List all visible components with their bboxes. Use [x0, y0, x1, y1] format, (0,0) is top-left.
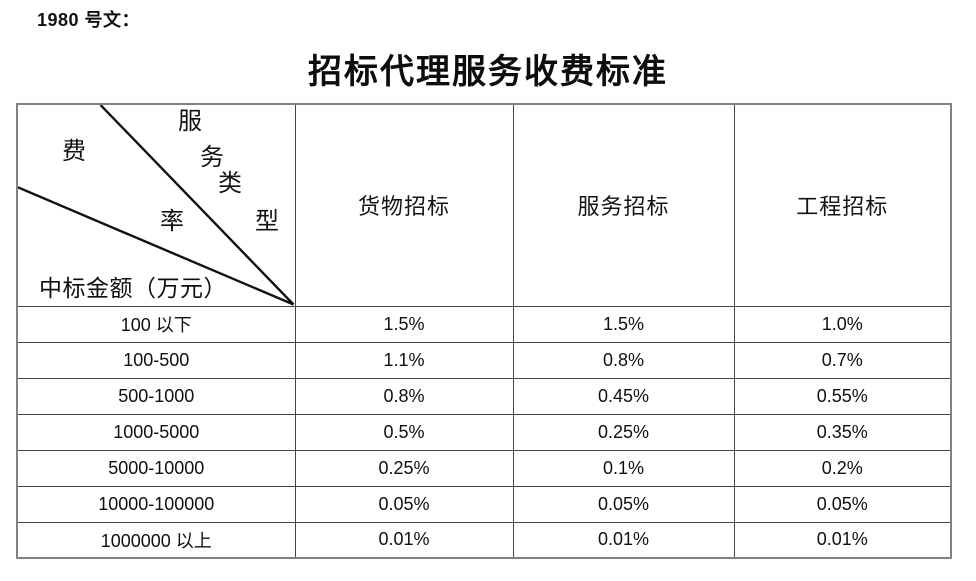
row-label-cell: 10000-100000 — [16, 485, 296, 523]
table-corner-cell: 服 务 类 型 费 率 中标金额（万元） — [16, 103, 296, 307]
corner-service-type-char: 务 — [200, 145, 224, 171]
table-row: 5000-10000 0.25% 0.1% 0.2% — [16, 449, 952, 487]
table-cell: 0.35% — [733, 413, 952, 451]
table-cell: 0.05% — [512, 485, 735, 523]
doc-number-label: 1980 号文： — [37, 10, 141, 30]
corner-amount-label: 中标金额（万元） — [39, 276, 227, 301]
table-cell: 0.45% — [512, 377, 735, 415]
corner-fee-rate-char: 率 — [160, 209, 184, 235]
table-cell: 1.1% — [294, 341, 514, 379]
table-cell: 1.5% — [294, 305, 514, 343]
table-cell: 0.01% — [512, 521, 735, 559]
table-cell: 0.01% — [733, 521, 952, 559]
table-cell: 0.8% — [294, 377, 514, 415]
row-label-cell: 500-1000 — [16, 377, 296, 415]
table-cell: 0.2% — [733, 449, 952, 487]
table-header-row: 服 务 类 型 费 率 中标金额（万元） 货物招标 服务招标 工程招标 — [16, 103, 952, 307]
table-row: 1000-5000 0.5% 0.25% 0.35% — [16, 413, 952, 451]
table-row: 100 以下 1.5% 1.5% 1.0% — [16, 305, 952, 343]
table-cell: 0.7% — [733, 341, 952, 379]
table-cell: 0.55% — [733, 377, 952, 415]
table-cell: 0.1% — [512, 449, 735, 487]
corner-fee-rate-char: 费 — [62, 139, 86, 165]
table-cell: 0.25% — [294, 449, 514, 487]
row-label-cell: 1000000 以上 — [16, 521, 296, 559]
row-label-cell: 100 以下 — [16, 305, 296, 343]
corner-service-type-char: 类 — [218, 171, 242, 197]
table-cell: 0.8% — [512, 341, 735, 379]
page-title: 招标代理服务收费标准 — [308, 54, 668, 91]
table-row: 500-1000 0.8% 0.45% 0.55% — [16, 377, 952, 415]
fee-table: 服 务 类 型 费 率 中标金额（万元） 货物招标 服务招标 工程招标 100 … — [16, 103, 952, 559]
table-cell: 0.01% — [294, 521, 514, 559]
column-header-works-bidding: 工程招标 — [733, 103, 952, 307]
row-label-cell: 100-500 — [16, 341, 296, 379]
corner-service-type-char: 型 — [255, 209, 279, 235]
column-header-service-bidding: 服务招标 — [512, 103, 735, 307]
table-row: 10000-100000 0.05% 0.05% 0.05% — [16, 485, 952, 523]
column-header-goods-bidding: 货物招标 — [294, 103, 514, 307]
table-row: 1000000 以上 0.01% 0.01% 0.01% — [16, 521, 952, 559]
table-cell: 0.5% — [294, 413, 514, 451]
table-cell: 0.05% — [733, 485, 952, 523]
diagonal-divider-lines — [18, 105, 295, 306]
corner-service-type-char: 服 — [178, 109, 202, 135]
table-row: 100-500 1.1% 0.8% 0.7% — [16, 341, 952, 379]
table-cell: 1.0% — [733, 305, 952, 343]
table-cell: 0.05% — [294, 485, 514, 523]
row-label-cell: 5000-10000 — [16, 449, 296, 487]
table-cell: 1.5% — [512, 305, 735, 343]
row-label-cell: 1000-5000 — [16, 413, 296, 451]
table-cell: 0.25% — [512, 413, 735, 451]
